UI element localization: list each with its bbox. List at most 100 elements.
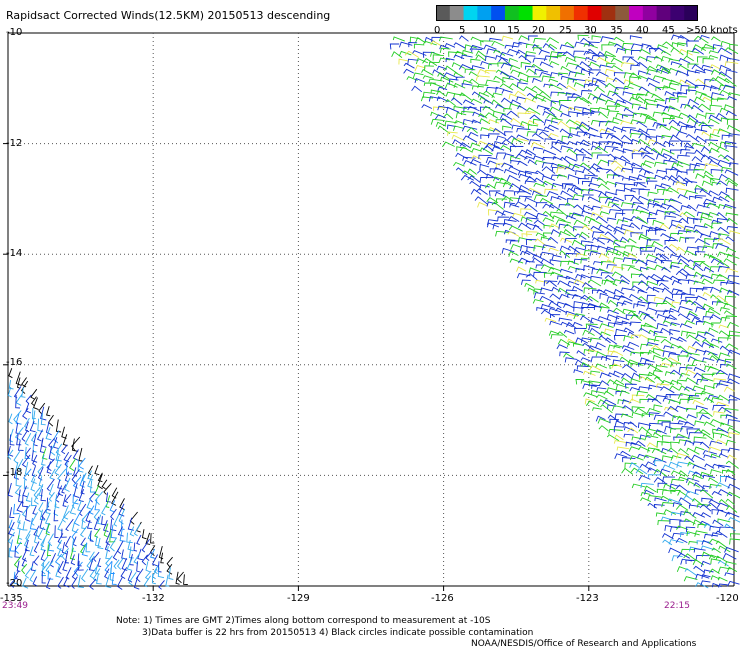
wind-barb [539, 251, 554, 258]
wind-barb [591, 77, 606, 84]
wind-barb [572, 285, 584, 292]
wind-barb [612, 239, 627, 245]
wind-barb [685, 134, 700, 143]
wind-barb [145, 532, 151, 545]
wind-barb [558, 230, 571, 238]
wind-barb [595, 97, 608, 104]
wind-barb [549, 203, 561, 211]
wind-barb [677, 476, 689, 481]
wind-barb [33, 525, 40, 537]
wind-barb [662, 464, 676, 470]
wind-barb [717, 566, 731, 573]
wind-barb [726, 363, 737, 370]
wind-barb [683, 225, 694, 231]
wind-barb [488, 190, 501, 197]
wind-barb [653, 330, 663, 337]
wind-barb [9, 434, 15, 446]
wind-barb [662, 435, 671, 441]
wind-barb [495, 152, 506, 158]
wind-barb [720, 281, 734, 286]
wind-barb [661, 502, 674, 508]
wind-barb [541, 175, 556, 181]
wind-barb [513, 191, 527, 196]
wind-barb [612, 307, 626, 315]
wind-barb [461, 83, 473, 87]
wind-barb [495, 54, 509, 61]
wind-barb [110, 524, 117, 539]
wind-barb [684, 320, 695, 326]
wind-barb [647, 139, 659, 144]
wind-barb [670, 478, 685, 484]
wind-barb [669, 149, 682, 154]
wind-barb [590, 145, 601, 151]
wind-barb [524, 97, 536, 103]
wind-barb [659, 327, 674, 335]
wind-barb [621, 372, 634, 380]
wind-barb [711, 491, 722, 496]
legend-swatch [684, 5, 699, 21]
wind-barb [580, 257, 590, 264]
wind-barb [669, 232, 683, 238]
wind-barb [709, 355, 719, 362]
wind-barb [727, 349, 740, 356]
wind-barb [671, 162, 684, 168]
wind-barb [583, 50, 597, 56]
wind-barb [550, 271, 564, 277]
wind-barb [676, 246, 686, 253]
wind-barb [613, 344, 624, 349]
wind-barb [555, 219, 572, 225]
wind-barb [551, 117, 563, 124]
wind-barb [695, 554, 710, 561]
wind-barb [485, 156, 498, 164]
wind-barb [648, 211, 658, 218]
legend-swatch [670, 5, 685, 21]
wind-barb [94, 464, 100, 476]
wind-barb [613, 434, 624, 441]
wind-barb [715, 482, 731, 489]
wind-barb [652, 354, 665, 360]
wind-barb [638, 188, 651, 195]
wind-barb [622, 148, 635, 154]
wind-barb [683, 264, 696, 271]
wind-barb [726, 505, 738, 513]
wind-barb [675, 433, 690, 440]
wind-barb [726, 57, 740, 63]
wind-barb [598, 191, 611, 200]
wind-barb [24, 565, 34, 579]
wind-barb [533, 37, 546, 44]
wind-barb [672, 181, 687, 186]
wind-barb [699, 93, 714, 100]
wind-barb [101, 479, 108, 490]
wind-barb [15, 371, 22, 387]
wind-barb [566, 148, 579, 156]
wind-barb [711, 219, 723, 224]
wind-barb [631, 153, 645, 159]
wind-barb [623, 107, 637, 116]
wind-barb [689, 195, 703, 201]
wind-barb [36, 429, 43, 442]
wind-barb [13, 450, 21, 464]
wind-barb [21, 563, 28, 575]
wind-barb [671, 219, 682, 225]
wind-barb [539, 61, 554, 68]
wind-barb [661, 175, 676, 183]
wind-barb [524, 250, 537, 257]
wind-barb [696, 204, 710, 209]
wind-barb [612, 77, 625, 85]
legend-label-5: 5 [459, 25, 466, 36]
wind-barb [568, 163, 580, 169]
wind-barb [685, 559, 695, 565]
wind-barb [688, 541, 698, 545]
wind-barb [717, 576, 728, 582]
wind-barb [592, 261, 603, 265]
wind-barb [453, 105, 467, 111]
wind-barb [542, 217, 555, 222]
wind-barb [659, 468, 671, 476]
wind-barb [87, 470, 94, 481]
wind-barb [716, 97, 727, 102]
wind-barb [661, 447, 673, 453]
wind-barb [684, 250, 697, 257]
wind-barb [89, 530, 94, 542]
wind-barb [508, 57, 518, 63]
wind-barb [540, 303, 555, 310]
